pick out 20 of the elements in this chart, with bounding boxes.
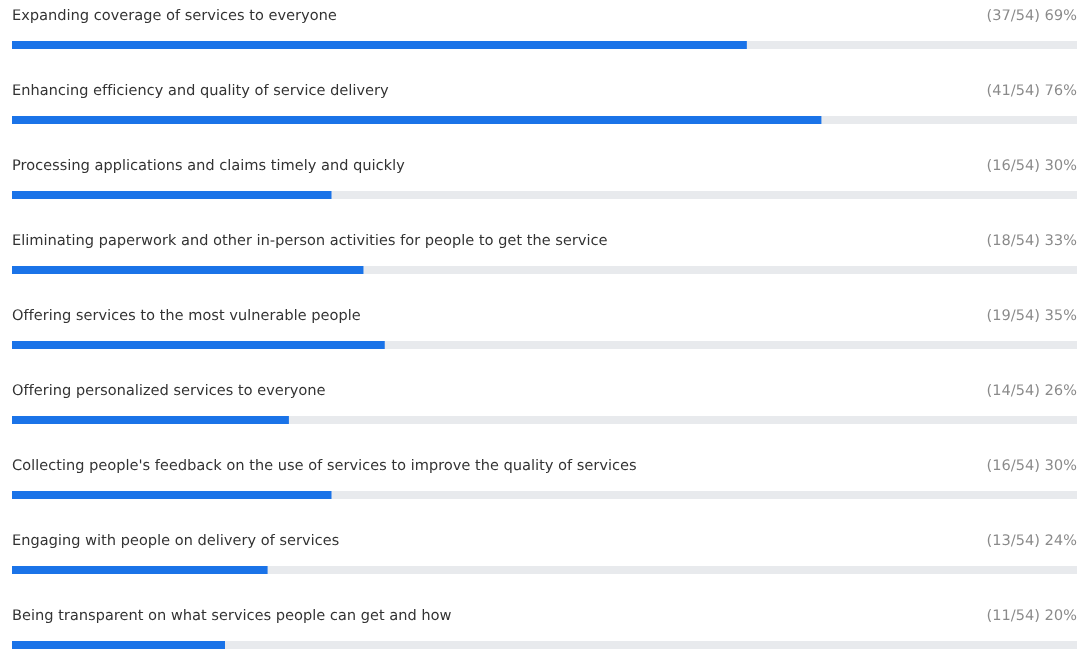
y-tick-label: Offering services to the most vulnerable people [12,308,360,324]
y-tick-label: Offering personalized services to everyone [12,383,325,399]
y-tick-label: Engaging with people on delivery of services [13,533,339,549]
bar [12,566,268,574]
y-tick-label: Collecting people's feedback on the use of services to improve the quality of services [12,458,636,474]
data-label: (11/54) 20% [987,608,1077,622]
data-label: (18/54) 33% [987,233,1077,247]
data-label: (37/54) 69% [987,8,1077,22]
y-tick-label: Processing applications and claims timely and quickly [13,158,405,174]
data-label: (16/54) 30% [987,158,1077,172]
y-tick-label: Being transparent on what services people can get and how [13,608,451,624]
y-tick-label: Enhancing efficiency and quality of service delivery [13,83,389,99]
data-label: (19/54) 35% [987,308,1077,322]
y-tick-label: Expanding coverage of services to everyone [13,8,337,24]
data-label: (41/54) 76% [987,83,1077,97]
data-label: (14/54) 26% [987,383,1077,397]
bar [12,641,225,649]
data-label: (13/54) 24% [987,533,1077,547]
data-label: (16/54) 30% [987,458,1077,472]
y-tick-label: Eliminating paperwork and other in-person activities for people to get the service [13,233,607,249]
